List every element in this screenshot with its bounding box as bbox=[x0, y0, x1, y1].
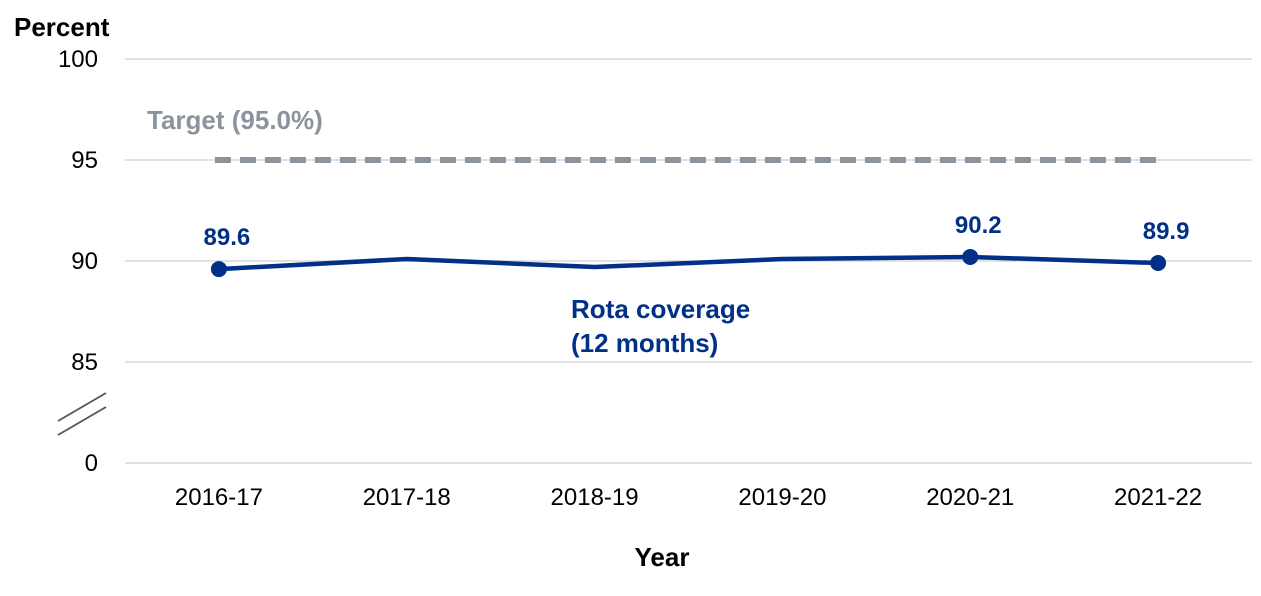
x-tick-label: 2019-20 bbox=[738, 484, 826, 511]
x-tick-label: 2016-17 bbox=[175, 484, 263, 511]
x-tick-label: 2018-19 bbox=[551, 484, 639, 511]
x-tick-label: 2020-21 bbox=[926, 484, 1014, 511]
axis-break-mark bbox=[57, 392, 107, 436]
data-label-2016-17: 89.6 bbox=[204, 224, 251, 251]
data-point-2021-22 bbox=[1150, 255, 1167, 272]
y-tick-label: 100 bbox=[58, 46, 98, 73]
axis-break-slash bbox=[57, 406, 107, 436]
y-tick-label: 90 bbox=[71, 248, 98, 275]
x-tick-label: 2021-22 bbox=[1114, 484, 1202, 511]
tick-labels: 100 95 90 85 0 2016-17 2017-18 2018-19 2019-20 20… bbox=[58, 46, 1202, 511]
data-point-2020-21 bbox=[962, 248, 979, 265]
y-tick-label: 0 bbox=[85, 450, 98, 477]
x-tick-label: 2017-18 bbox=[363, 484, 451, 511]
data-label-2020-21: 90.2 bbox=[955, 212, 1002, 239]
target-line-group: Target (95.0%) bbox=[147, 105, 1163, 163]
axis-break-slash bbox=[57, 392, 107, 422]
y-tick-label: 85 bbox=[71, 349, 98, 376]
y-tick-label: 95 bbox=[71, 147, 98, 174]
data-point-2016-17 bbox=[210, 261, 227, 278]
series-line bbox=[218, 254, 1159, 272]
series-label: Rota coverage (12 months) bbox=[571, 294, 750, 358]
series-group: 89.6 90.2 89.9 Rota coverage (12 months) bbox=[204, 212, 1190, 358]
target-label: Target (95.0%) bbox=[147, 105, 323, 135]
y-axis-title: Percent bbox=[14, 12, 110, 42]
data-label-2021-22: 89.9 bbox=[1143, 218, 1190, 245]
x-axis-title: Year bbox=[635, 542, 690, 572]
